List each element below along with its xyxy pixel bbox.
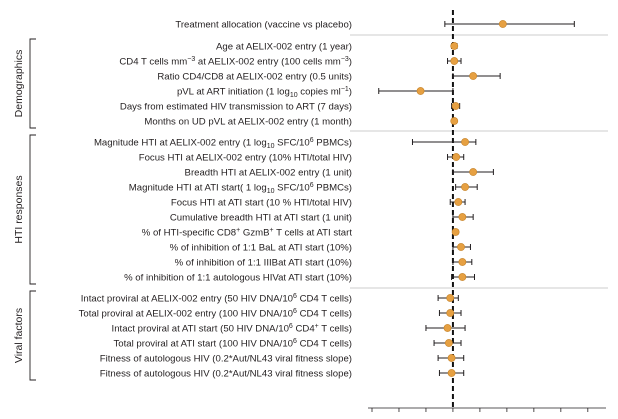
row-label: Magnitude HTI at AELIX-002 entry (1 log1… [94,137,352,150]
row-label: Treatment allocation (vaccine vs placebo… [175,19,352,30]
point-estimate [451,102,460,110]
point-estimate [454,198,463,206]
row-label: Fitness of autologous HIV (0.2*Aut/NL43 … [100,368,352,379]
row-label: Total proviral at AELIX-002 entry (100 H… [79,308,352,320]
row-label: Breadth HTI at AELIX-002 entry (1 unit) [185,167,352,178]
group-bracket [29,134,36,285]
point-estimate [450,117,459,125]
x-axis [368,407,606,412]
point-estimate [461,183,469,191]
point-estimate [446,309,455,317]
row-label: % of inhibition of 1:1 IIIBat ATI start … [175,257,352,268]
point-estimate [451,228,460,236]
row-label: Total proviral at ATI start (100 HIV DNA… [113,338,352,350]
group-bracket [29,38,36,129]
point-estimate [450,57,459,65]
row-label: Ratio CD4/CD8 at AELIX-002 entry (0.5 un… [157,71,352,82]
point-estimate [469,72,478,80]
row-label: Magnitude HTI at ATI start( 1 log10 SFC/… [129,182,352,195]
point-estimate [461,138,469,146]
row-label: Focus HTI at ATI start (10 % HTI/total H… [171,197,352,208]
row-label: Fitness of autologous HIV (0.2*Aut/NL43 … [100,353,352,364]
row-label: Months on UD pVL at AELIX-002 entry (1 m… [144,116,352,127]
row-label: Cumulative breadth HTI at ATI start (1 u… [170,212,352,223]
point-estimate [452,153,461,161]
row-labels: Treatment allocation (vaccine vs placebo… [79,19,353,379]
point-estimate [469,168,478,176]
row-label: Focus HTI at AELIX-002 entry (10% HTI/to… [139,152,352,163]
point-estimate [447,369,456,377]
section-separators [350,34,608,289]
point-estimate [416,87,425,95]
row-label: Age at AELIX-002 entry (1 year) [216,41,352,52]
group-label-viral-factors: Viral factors [13,308,25,363]
point-estimate [498,20,507,28]
point-estimate [450,42,459,50]
group-label-demographics: Demographics [13,50,25,118]
point-estimate [443,324,452,332]
point-estimate [458,258,467,266]
point-estimate [458,273,467,281]
row-label: Intact proviral at AELIX-002 entry (50 H… [81,293,352,305]
point-estimate [446,294,455,302]
point-estimate [458,213,467,221]
estimate-marks [378,10,575,408]
group-bracket [29,290,36,381]
row-label: % of HTI-specific CD8+ GzmB+ T cells at … [142,227,353,239]
point-estimate [457,243,465,251]
row-label: CD4 T cells mm−3 at AELIX-002 entry (100… [119,56,352,68]
row-label: % of inhibition of 1:1 autologous HIVat … [124,272,352,283]
row-label: pVL at ART initiation (1 log10 copies ml… [177,86,352,99]
row-label: Intact proviral at ATI start (50 HIV DNA… [112,323,352,335]
group-label-hti-responses: HTI responses [13,175,25,243]
point-estimate [444,339,453,347]
row-label: Days from estimated HIV transmission to … [120,101,352,112]
row-label: % of inhibition of 1:1 BaL at ATI start … [170,242,352,253]
group-brackets: Demographics HTI responses Viral factors [13,38,36,381]
point-estimate [447,354,456,362]
